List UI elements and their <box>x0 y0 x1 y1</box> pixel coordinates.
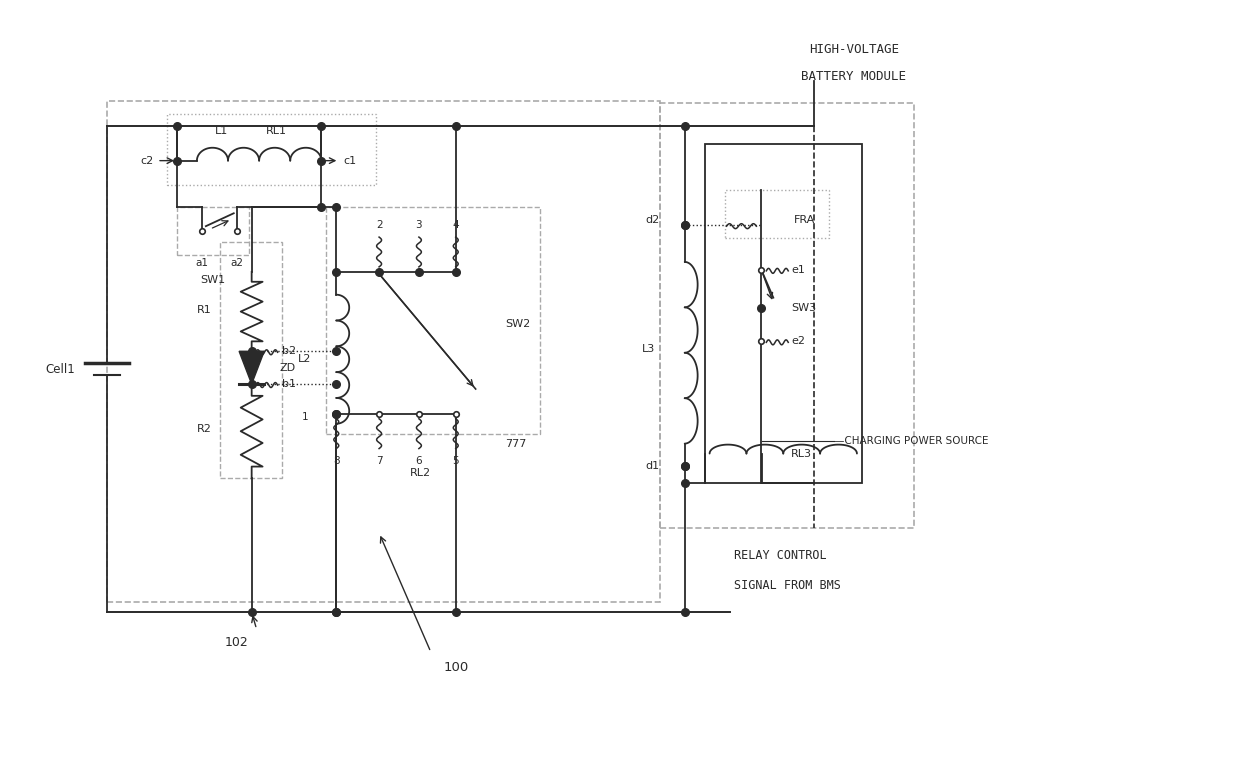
Text: SW2: SW2 <box>506 319 531 330</box>
Text: SW3: SW3 <box>791 302 816 312</box>
Text: a1: a1 <box>196 258 208 268</box>
Text: 102: 102 <box>224 636 248 649</box>
Text: FRA: FRA <box>794 215 816 225</box>
Bar <box>177 207 249 255</box>
Text: 5: 5 <box>453 456 459 466</box>
Text: —CHARGING POWER SOURCE: —CHARGING POWER SOURCE <box>835 435 988 446</box>
Text: L2: L2 <box>298 354 311 365</box>
Bar <box>326 207 541 434</box>
Polygon shape <box>239 351 264 384</box>
Text: 8: 8 <box>334 456 340 466</box>
Bar <box>704 144 862 483</box>
Text: Cell1: Cell1 <box>46 363 76 375</box>
Text: SIGNAL FROM BMS: SIGNAL FROM BMS <box>734 579 842 592</box>
Text: e2: e2 <box>791 337 805 347</box>
Text: e1: e1 <box>791 265 805 275</box>
Text: RL1: RL1 <box>267 126 286 136</box>
Text: 1: 1 <box>301 412 309 421</box>
Bar <box>219 242 281 478</box>
Text: 3: 3 <box>415 220 422 230</box>
Text: L3: L3 <box>641 344 655 354</box>
Bar <box>660 103 914 528</box>
Text: b2: b2 <box>281 347 295 356</box>
Text: BATTERY MODULE: BATTERY MODULE <box>801 70 906 83</box>
Text: c2: c2 <box>141 156 154 166</box>
Text: L1: L1 <box>216 126 228 136</box>
Text: 6: 6 <box>415 456 422 466</box>
Bar <box>108 101 660 602</box>
Text: ZD: ZD <box>279 363 295 372</box>
Text: d2: d2 <box>646 215 660 225</box>
Text: 2: 2 <box>376 220 382 230</box>
Bar <box>167 114 376 185</box>
Text: c1: c1 <box>343 156 356 166</box>
Text: d1: d1 <box>646 461 660 471</box>
Text: 100: 100 <box>443 661 469 674</box>
Bar <box>724 190 830 238</box>
Text: a2: a2 <box>231 258 243 268</box>
Text: 4: 4 <box>453 220 459 230</box>
Text: SW1: SW1 <box>201 275 226 285</box>
Text: RL2: RL2 <box>410 468 432 478</box>
Text: RL3: RL3 <box>791 449 812 459</box>
Text: R1: R1 <box>197 305 212 315</box>
Text: b1: b1 <box>281 379 295 389</box>
Text: HIGH-VOLTAGE: HIGH-VOLTAGE <box>808 43 899 56</box>
Text: RELAY CONTROL: RELAY CONTROL <box>734 549 827 562</box>
Text: R2: R2 <box>197 424 212 434</box>
Text: 7: 7 <box>376 456 382 466</box>
Text: 777: 777 <box>506 439 527 449</box>
